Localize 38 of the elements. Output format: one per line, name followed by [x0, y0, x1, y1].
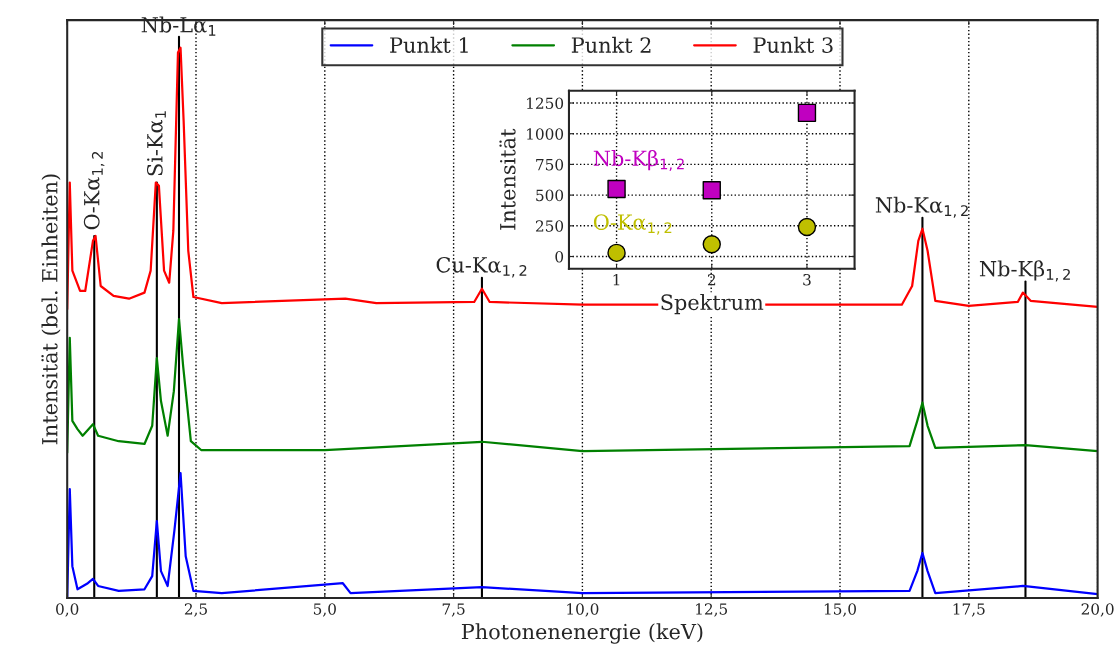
- y-tick-label: 500: [536, 189, 564, 202]
- ref-line-label: Nb-Kβ$_{1,2}$: [979, 260, 1070, 282]
- point: [607, 243, 626, 263]
- y-tick-label: 750: [536, 158, 564, 171]
- y-tick-label: 1000: [527, 128, 564, 140]
- y-tick-label: 250: [535, 220, 564, 232]
- x-tick-label: 3: [803, 273, 811, 286]
- point: [702, 235, 721, 254]
- ref-line-label: O-Kα$_{1,2}$: [83, 151, 105, 230]
- point: [797, 217, 817, 237]
- x-tick-label: 2,5: [184, 603, 207, 617]
- ref-line-label: Cu-Kα$_{1,2}$: [436, 256, 527, 278]
- x-tick-label: 12,5: [696, 603, 728, 617]
- x-axis-title: Photonenenergie (keV): [461, 623, 703, 644]
- point: [797, 103, 817, 123]
- point: [702, 180, 721, 200]
- series-label: Nb-Kβ$_{1,2}$: [593, 149, 684, 171]
- x-tick-label: 5,0: [313, 603, 336, 617]
- y-tick-label: 0: [555, 250, 564, 263]
- x-tick-label: 15,0: [824, 603, 856, 617]
- point: [607, 179, 626, 199]
- x-tick-label: 7,5: [442, 603, 465, 617]
- x-tick-label: 17,5: [953, 603, 985, 617]
- ref-line-label: Si-Kα$_{1}$: [146, 111, 166, 176]
- ref-line-label: Nb-Kα$_{1,2}$: [875, 196, 968, 218]
- y-axis-title: Intensität: [499, 128, 516, 230]
- x-tick-label: 0,0: [56, 603, 79, 617]
- legend-label: Punkt 1: [390, 36, 468, 53]
- x-tick-label: 10,0: [567, 603, 599, 617]
- x-axis-title: Spektrum: [661, 294, 764, 315]
- x-tick-label: 20,0: [1081, 603, 1114, 617]
- legend-label: Punkt 3: [753, 36, 833, 53]
- y-axis-title: Intensität (bel. Einheiten): [41, 174, 61, 445]
- x-tick-label: 1: [613, 273, 620, 286]
- x-tick-label: 2: [707, 273, 716, 286]
- series-label: O-Kα$_{1,2}$: [593, 214, 672, 235]
- y-tick-label: 1250: [527, 97, 564, 110]
- legend-label: Punkt 2: [571, 36, 651, 53]
